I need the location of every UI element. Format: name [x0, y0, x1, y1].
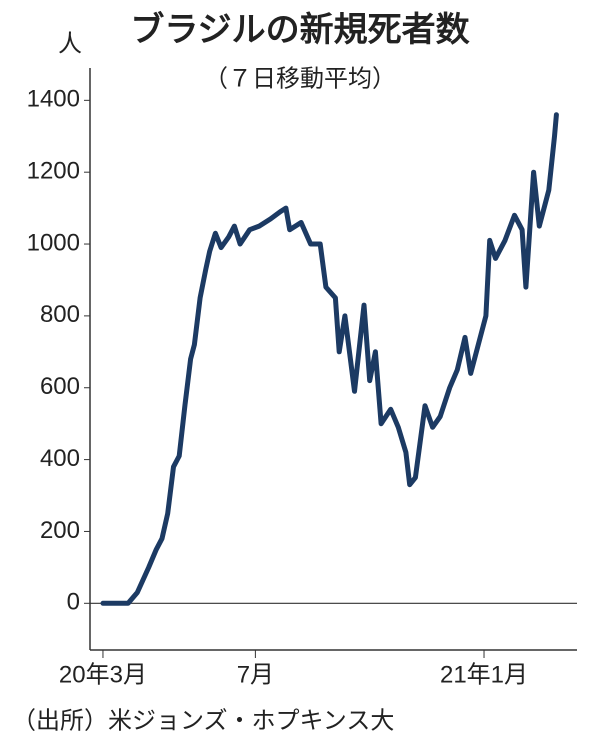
y-tick-label: 600	[40, 373, 80, 400]
y-tick-label: 800	[40, 301, 80, 328]
y-tick-label: 200	[40, 517, 80, 544]
x-tick-label: 20年3月	[59, 661, 147, 688]
y-axis-label: 人	[58, 30, 82, 57]
source: （出所）米ジョンズ・ホプキンス大	[12, 707, 394, 734]
chart-subtitle: （７日移動平均）	[204, 65, 396, 92]
y-tick-label: 1000	[27, 229, 80, 256]
y-tick-label: 400	[40, 445, 80, 472]
data-line	[100, 112, 559, 606]
y-tick-label: 1400	[27, 86, 80, 113]
x-tick-label: 7月	[237, 661, 274, 688]
y-tick-label: 1200	[27, 158, 80, 185]
chart-title: ブラジルの新規死者数	[130, 10, 469, 49]
x-tick-label: 21年1月	[440, 661, 528, 688]
y-tick-label: 0	[67, 589, 80, 616]
